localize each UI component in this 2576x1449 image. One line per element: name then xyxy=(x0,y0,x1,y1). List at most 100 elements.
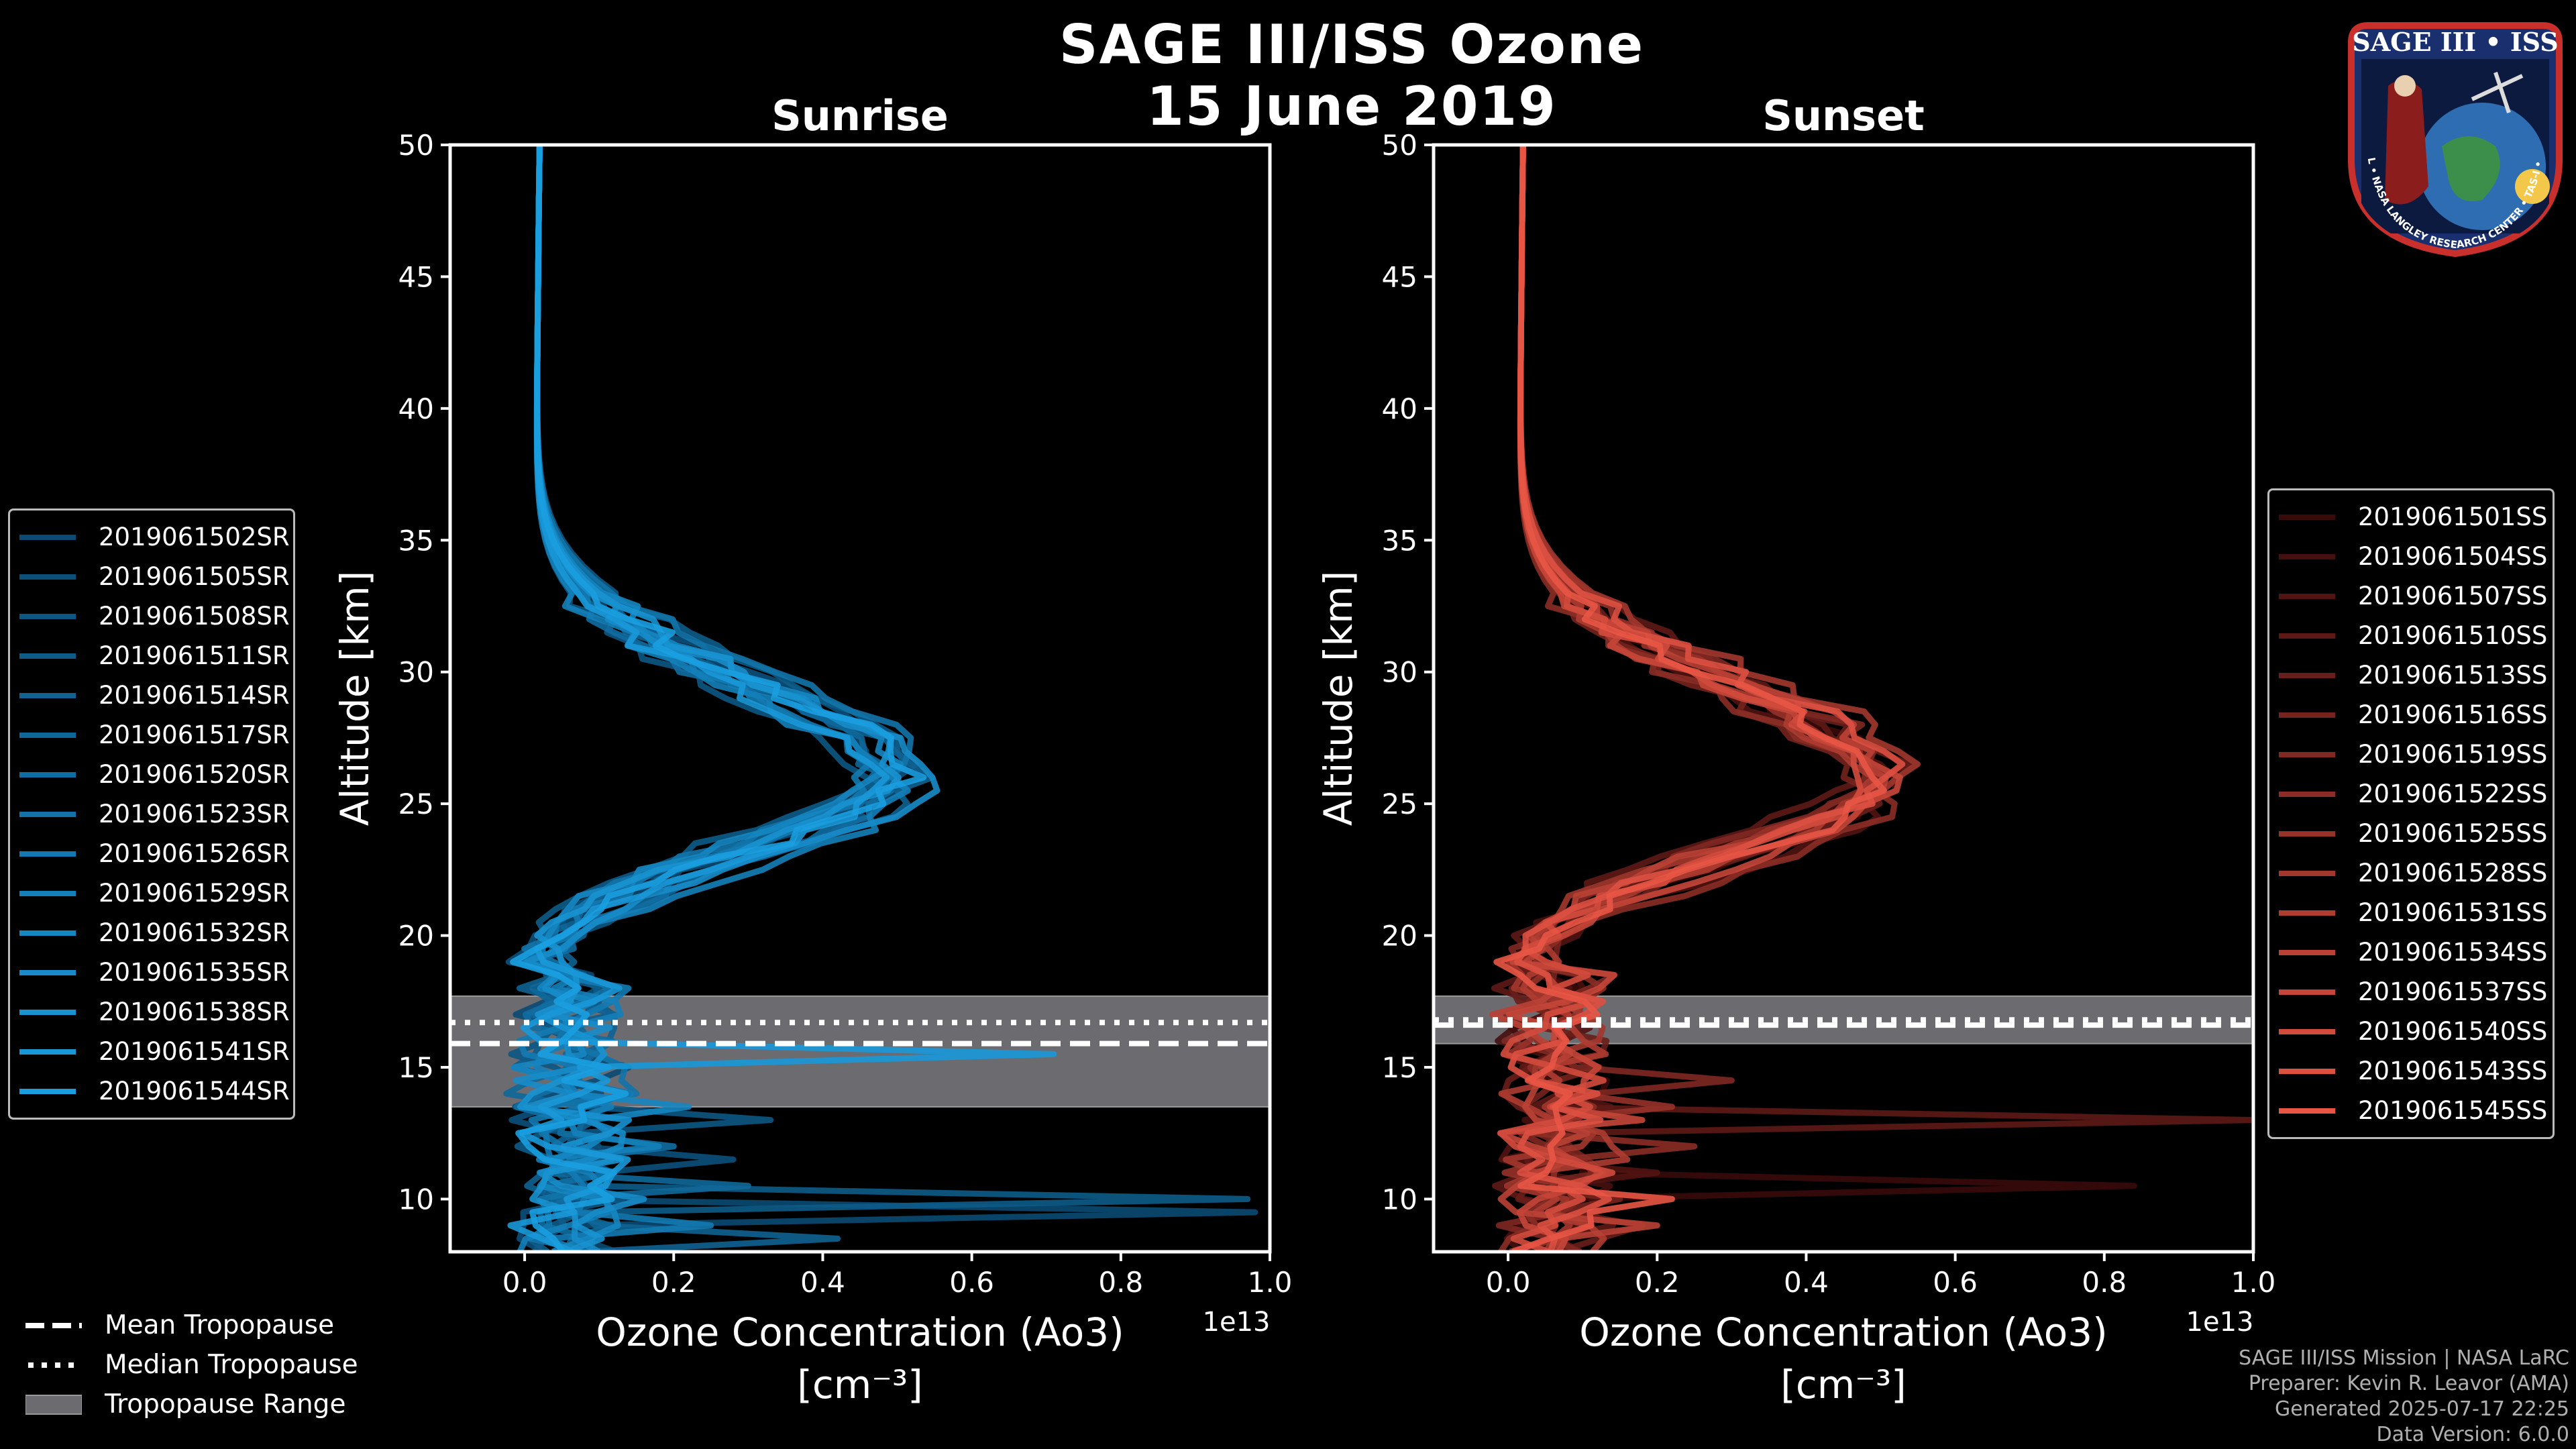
legend-item-2019061545SS: 2019061545SS xyxy=(2279,1091,2547,1130)
footer-line1: SAGE III/ISS Mission | NASA LaRC xyxy=(2239,1346,2569,1370)
legend-label: 2019061505SR xyxy=(99,562,290,591)
legend-swatch xyxy=(19,771,76,777)
right-ytick-label: 50 xyxy=(1382,129,1417,162)
legend-label: 2019061535SR xyxy=(99,958,290,987)
right-xtick-label: 1.0 xyxy=(2231,1266,2276,1299)
legend-label: 2019061540SS xyxy=(2358,1017,2548,1046)
legend-swatch xyxy=(2279,672,2335,678)
legend-label: 2019061534SS xyxy=(2358,938,2548,967)
footer-line4: Data Version: 6.0.0 xyxy=(2376,1423,2569,1446)
legend-swatch xyxy=(2279,712,2335,718)
legend-item-2019061510SS: 2019061510SS xyxy=(2279,616,2547,655)
left-ytick-label: 45 xyxy=(398,260,434,293)
legend-swatch xyxy=(2279,553,2335,559)
right-x-offset-label: 1e13 xyxy=(2186,1307,2254,1338)
legend-label: 2019061517SR xyxy=(99,720,290,749)
right-ytick-label: 25 xyxy=(1382,788,1417,820)
footer-line3: Generated 2025-07-17 22:25 xyxy=(2274,1397,2569,1421)
legend-swatch xyxy=(2279,514,2335,520)
legend-item-2019061516SS: 2019061516SS xyxy=(2279,695,2547,735)
left-xlabel-line2: [cm⁻³] xyxy=(797,1362,923,1407)
mean-tropopause-swatch xyxy=(25,1322,82,1328)
legend-swatch xyxy=(19,890,76,896)
legend-swatch xyxy=(19,1049,76,1055)
right-plot-area xyxy=(1434,145,2253,1252)
tropopause-legend-range: Tropopause Range xyxy=(25,1385,358,1424)
legend-label: 2019061507SS xyxy=(2358,582,2548,610)
legend-swatch xyxy=(2279,633,2335,639)
legend-label: 2019061532SR xyxy=(99,918,290,947)
left-ylabel: Altitude [km] xyxy=(332,571,378,826)
left-xtick-label: 0.8 xyxy=(1098,1266,1143,1299)
legend-label: 2019061544SR xyxy=(99,1077,290,1106)
legend-swatch xyxy=(19,811,76,817)
sage-iii-iss-logo: SAGE III • ISS BALL • NASA LANGLEY RESEA… xyxy=(2341,12,2563,258)
logo-title: SAGE III • ISS xyxy=(2352,27,2558,57)
legend-label: 2019061514SR xyxy=(99,681,290,710)
right-xtick-label: 0.0 xyxy=(1486,1266,1531,1299)
legend-item-2019061544SR: 2019061544SR xyxy=(19,1071,290,1111)
legend-item-2019061525SS: 2019061525SS xyxy=(2279,814,2547,853)
legend-swatch xyxy=(19,613,76,619)
right-xlabel-line1: Ozone Concentration (Ao3) xyxy=(1579,1309,2108,1355)
legend-swatch xyxy=(19,1088,76,1094)
legend-label: 2019061510SS xyxy=(2358,621,2548,650)
legend-item-2019061528SS: 2019061528SS xyxy=(2279,853,2547,893)
legend-label: 2019061526SR xyxy=(99,839,290,868)
left-plot-area xyxy=(450,145,1270,1252)
left-ytick-label: 10 xyxy=(398,1183,434,1216)
legend-label: 2019061541SR xyxy=(99,1037,290,1066)
legend-item-2019061504SS: 2019061504SS xyxy=(2279,537,2547,576)
legend-item-2019061511SR: 2019061511SR xyxy=(19,636,290,676)
legend-item-2019061534SS: 2019061534SS xyxy=(2279,932,2547,972)
legend-item-2019061540SS: 2019061540SS xyxy=(2279,1012,2547,1051)
legend-item-2019061529SR: 2019061529SR xyxy=(19,873,290,913)
legend-swatch xyxy=(19,574,76,580)
legend-swatch xyxy=(2279,949,2335,955)
median-tropopause-label: Median Tropopause xyxy=(105,1350,358,1380)
legend-item-2019061531SS: 2019061531SS xyxy=(2279,893,2547,932)
right-panel-title: Sunset xyxy=(1762,91,1925,140)
left-xtick-label: 0.4 xyxy=(800,1266,845,1299)
right-ylabel: Altitude [km] xyxy=(1316,571,1361,826)
legend-swatch xyxy=(2279,791,2335,797)
right-ytick-label: 40 xyxy=(1382,392,1417,425)
legend-item-2019061519SS: 2019061519SS xyxy=(2279,735,2547,774)
legend-swatch xyxy=(2279,1068,2335,1074)
figure-title-line1: SAGE III/ISS Ozone xyxy=(1059,13,1645,76)
legend-item-2019061543SS: 2019061543SS xyxy=(2279,1051,2547,1091)
left-xtick-label: 0.0 xyxy=(502,1266,547,1299)
legend-label: 2019061501SS xyxy=(2358,502,2548,531)
left-ytick-label: 15 xyxy=(398,1051,434,1084)
legend-swatch xyxy=(19,653,76,659)
legend-swatch xyxy=(19,692,76,698)
legend-item-2019061522SS: 2019061522SS xyxy=(2279,774,2547,814)
legend-item-2019061514SR: 2019061514SR xyxy=(19,676,290,715)
legend-label: 2019061528SS xyxy=(2358,859,2548,888)
sunrise-legend: 2019061502SR 2019061505SR 2019061508SR 2019… xyxy=(8,508,295,1120)
right-xtick-label: 0.2 xyxy=(1635,1266,1680,1299)
median-tropopause-swatch xyxy=(28,1362,82,1368)
right-xtick-label: 0.8 xyxy=(2082,1266,2127,1299)
legend-swatch xyxy=(2279,751,2335,757)
legend-item-2019061526SR: 2019061526SR xyxy=(19,834,290,873)
left-ytick-label: 30 xyxy=(398,656,434,689)
legend-swatch xyxy=(19,930,76,936)
legend-swatch xyxy=(2279,989,2335,995)
right-ytick-label: 20 xyxy=(1382,920,1417,953)
left-panel: Sunrise 0.0 0.2 0.4 0.6 0.8 1.0 10 15 20 25 30 35 40 4… xyxy=(332,91,1292,1407)
legend-label: 2019061520SR xyxy=(99,760,290,789)
legend-label: 2019061531SS xyxy=(2358,898,2548,927)
legend-item-2019061541SR: 2019061541SR xyxy=(19,1032,290,1071)
legend-label: 2019061538SR xyxy=(99,998,290,1026)
left-xtick-label: 0.2 xyxy=(651,1266,696,1299)
legend-label: 2019061519SS xyxy=(2358,740,2548,769)
legend-swatch xyxy=(19,1009,76,1015)
legend-label: 2019061513SS xyxy=(2358,661,2548,690)
legend-item-2019061513SS: 2019061513SS xyxy=(2279,655,2547,695)
right-xtick-label: 0.4 xyxy=(1784,1266,1829,1299)
legend-swatch xyxy=(2279,830,2335,837)
legend-label: 2019061545SS xyxy=(2358,1096,2548,1125)
